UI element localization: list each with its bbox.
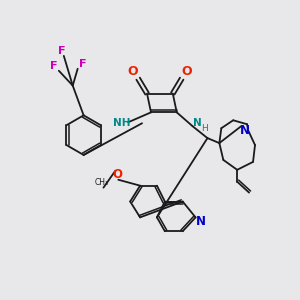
Text: F: F (58, 46, 66, 56)
Text: H: H (201, 124, 208, 133)
Text: CH₃: CH₃ (94, 178, 109, 187)
Text: F: F (50, 61, 58, 71)
Text: O: O (181, 65, 192, 78)
Text: N: N (240, 124, 250, 137)
Text: NH: NH (112, 118, 130, 128)
Text: O: O (128, 65, 139, 78)
Text: O: O (112, 168, 122, 181)
Text: F: F (79, 59, 86, 69)
Text: N: N (193, 118, 202, 128)
Text: N: N (196, 215, 206, 228)
